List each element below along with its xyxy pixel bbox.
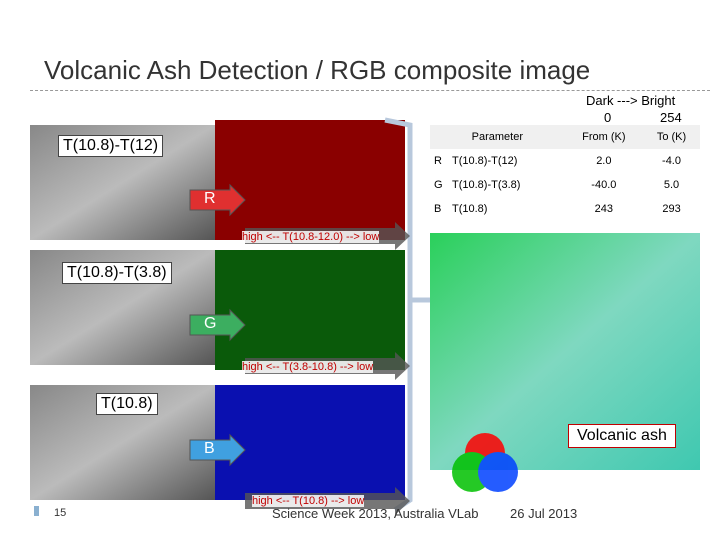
arrow-label: R [204, 190, 216, 207]
table-cell: -4.0 [662, 155, 681, 167]
table-row: R T(10.8)-T(12) 2.0 -4.0 [430, 149, 700, 173]
parameter-table: Parameter From (K) To (K) R T(10.8)-T(12)… [430, 125, 700, 221]
table-cell: 2.0 [596, 155, 612, 167]
table-cell: B [434, 203, 442, 215]
table-cell: G [434, 179, 443, 191]
gradient-caption: high <-- T(10.8-12.0) --> low [242, 231, 380, 243]
slide-title: Volcanic Ash Detection / RGB composite i… [44, 55, 591, 85]
channel-label: T(10.8) [96, 393, 158, 415]
blue-image [215, 385, 405, 500]
table-header: From (K) [582, 131, 626, 143]
scale-min: 0 [604, 110, 612, 125]
table-cell: T(10.8)-T(3.8) [452, 179, 521, 191]
scale-caption: Dark ---> Bright [586, 93, 676, 108]
gradient-caption: high <-- T(3.8-10.8) --> low [242, 361, 374, 373]
arrow-g [189, 308, 246, 342]
scale-max: 254 [660, 110, 682, 125]
red-image [215, 120, 405, 240]
venn [452, 433, 518, 492]
gradient-caption: high <-- T(10.8) --> low [252, 495, 365, 507]
arrow-b [189, 433, 246, 467]
table-header: Parameter [471, 131, 523, 143]
table-cell: T(10.8) [452, 203, 488, 215]
footer-date: 26 Jul 2013 [510, 506, 578, 521]
green-image [215, 250, 405, 370]
table-cell: 243 [594, 203, 614, 215]
table-cell: T(10.8)-T(12) [452, 155, 518, 167]
table-row: B T(10.8) 243 293 [430, 197, 700, 221]
page-number: 15 [54, 507, 67, 519]
table-cell: 5.0 [663, 179, 680, 191]
arrow-label: B [204, 440, 215, 457]
table-cell: 293 [662, 203, 681, 215]
table-cell: -40.0 [591, 179, 617, 191]
table-cell: R [434, 155, 442, 167]
page-marker [34, 506, 39, 516]
arrow-label: G [204, 315, 217, 332]
title-rule [30, 90, 710, 91]
annotation: Volcanic ash [568, 424, 676, 448]
table-row: G T(10.8)-T(3.8) -40.0 5.0 [430, 173, 700, 197]
footer-event: Science Week 2013, Australia VLab [272, 506, 479, 521]
channel-label: T(10.8)-T(3.8) [62, 262, 172, 284]
table-body: R T(10.8)-T(12) 2.0 -4.0 G T(10.8)-T(3.8) -40.… [430, 149, 700, 221]
arrow-r [189, 183, 246, 217]
table-header: To (K) [656, 131, 687, 143]
channel-label: T(10.8)-T(12) [58, 135, 164, 157]
